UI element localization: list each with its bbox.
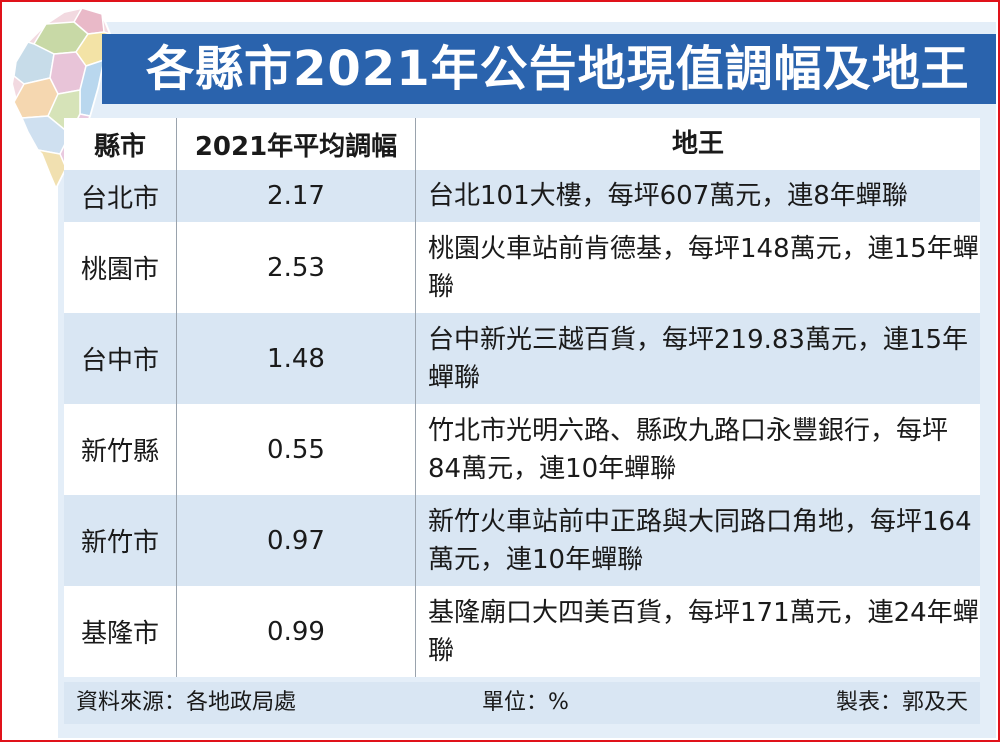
- landmark-cell: 基隆廟口大四美百貨，每坪171萬元，連24年蟬聯: [415, 586, 980, 677]
- table-row: 台中市 1.48 台中新光三越百貨，每坪219.83萬元，連15年蟬聯: [64, 313, 980, 404]
- table-row: 新竹縣 0.55 竹北市光明六路、縣政九路口永豐銀行，每坪84萬元，連10年蟬聯: [64, 404, 980, 495]
- table-row: 新竹市 0.97 新竹火車站前中正路與大同路口角地，每坪164萬元，連10年蟬聯: [64, 495, 980, 586]
- table-row: 桃園市 2.53 桃園火車站前肯德基，每坪148萬元，連15年蟬聯: [64, 222, 980, 313]
- rate-cell: 0.99: [176, 586, 416, 677]
- table-footer: 資料來源：各地政局處 單位：% 製表：郭及天: [64, 682, 980, 724]
- header-city: 縣市: [64, 118, 177, 170]
- table-row: 台北市 2.17 台北101大樓，每坪607萬元，連8年蟬聯: [64, 170, 980, 222]
- header-landmark: 地王: [415, 118, 980, 170]
- page-title: 各縣市2021年公告地現值調幅及地王: [146, 41, 970, 97]
- city-cell: 台中市: [64, 313, 177, 404]
- rate-cell: 1.48: [176, 313, 416, 404]
- land-value-table: 縣市 2021年平均調幅 地王 台北市 2.17 台北101大樓，每坪607萬元…: [64, 118, 980, 677]
- taiwan-map-icon: [10, 6, 112, 191]
- landmark-cell: 竹北市光明六路、縣政九路口永豐銀行，每坪84萬元，連10年蟬聯: [415, 404, 980, 495]
- rate-cell: 0.97: [176, 495, 416, 586]
- city-cell: 新竹縣: [64, 404, 177, 495]
- landmark-cell: 台中新光三越百貨，每坪219.83萬元，連15年蟬聯: [415, 313, 980, 404]
- author-note: 製表：郭及天: [835, 690, 968, 715]
- landmark-cell: 桃園火車站前肯德基，每坪148萬元，連15年蟬聯: [415, 222, 980, 313]
- source-note: 資料來源：各地政局處: [76, 690, 297, 715]
- landmark-cell: 台北101大樓，每坪607萬元，連8年蟬聯: [415, 170, 980, 222]
- table-header-row: 縣市 2021年平均調幅 地王: [64, 118, 980, 170]
- city-cell: 基隆市: [64, 586, 177, 677]
- unit-note: 單位：%: [482, 690, 569, 715]
- city-cell: 桃園市: [64, 222, 177, 313]
- city-cell: 新竹市: [64, 495, 177, 586]
- rate-cell: 0.55: [176, 404, 416, 495]
- header-rate: 2021年平均調幅: [176, 118, 416, 170]
- rate-cell: 2.17: [176, 170, 416, 222]
- rate-cell: 2.53: [176, 222, 416, 313]
- city-cell: 台北市: [64, 170, 177, 222]
- title-banner: 各縣市2021年公告地現值調幅及地王: [102, 34, 996, 104]
- landmark-cell: 新竹火車站前中正路與大同路口角地，每坪164萬元，連10年蟬聯: [415, 495, 980, 586]
- table-row: 基隆市 0.99 基隆廟口大四美百貨，每坪171萬元，連24年蟬聯: [64, 586, 980, 677]
